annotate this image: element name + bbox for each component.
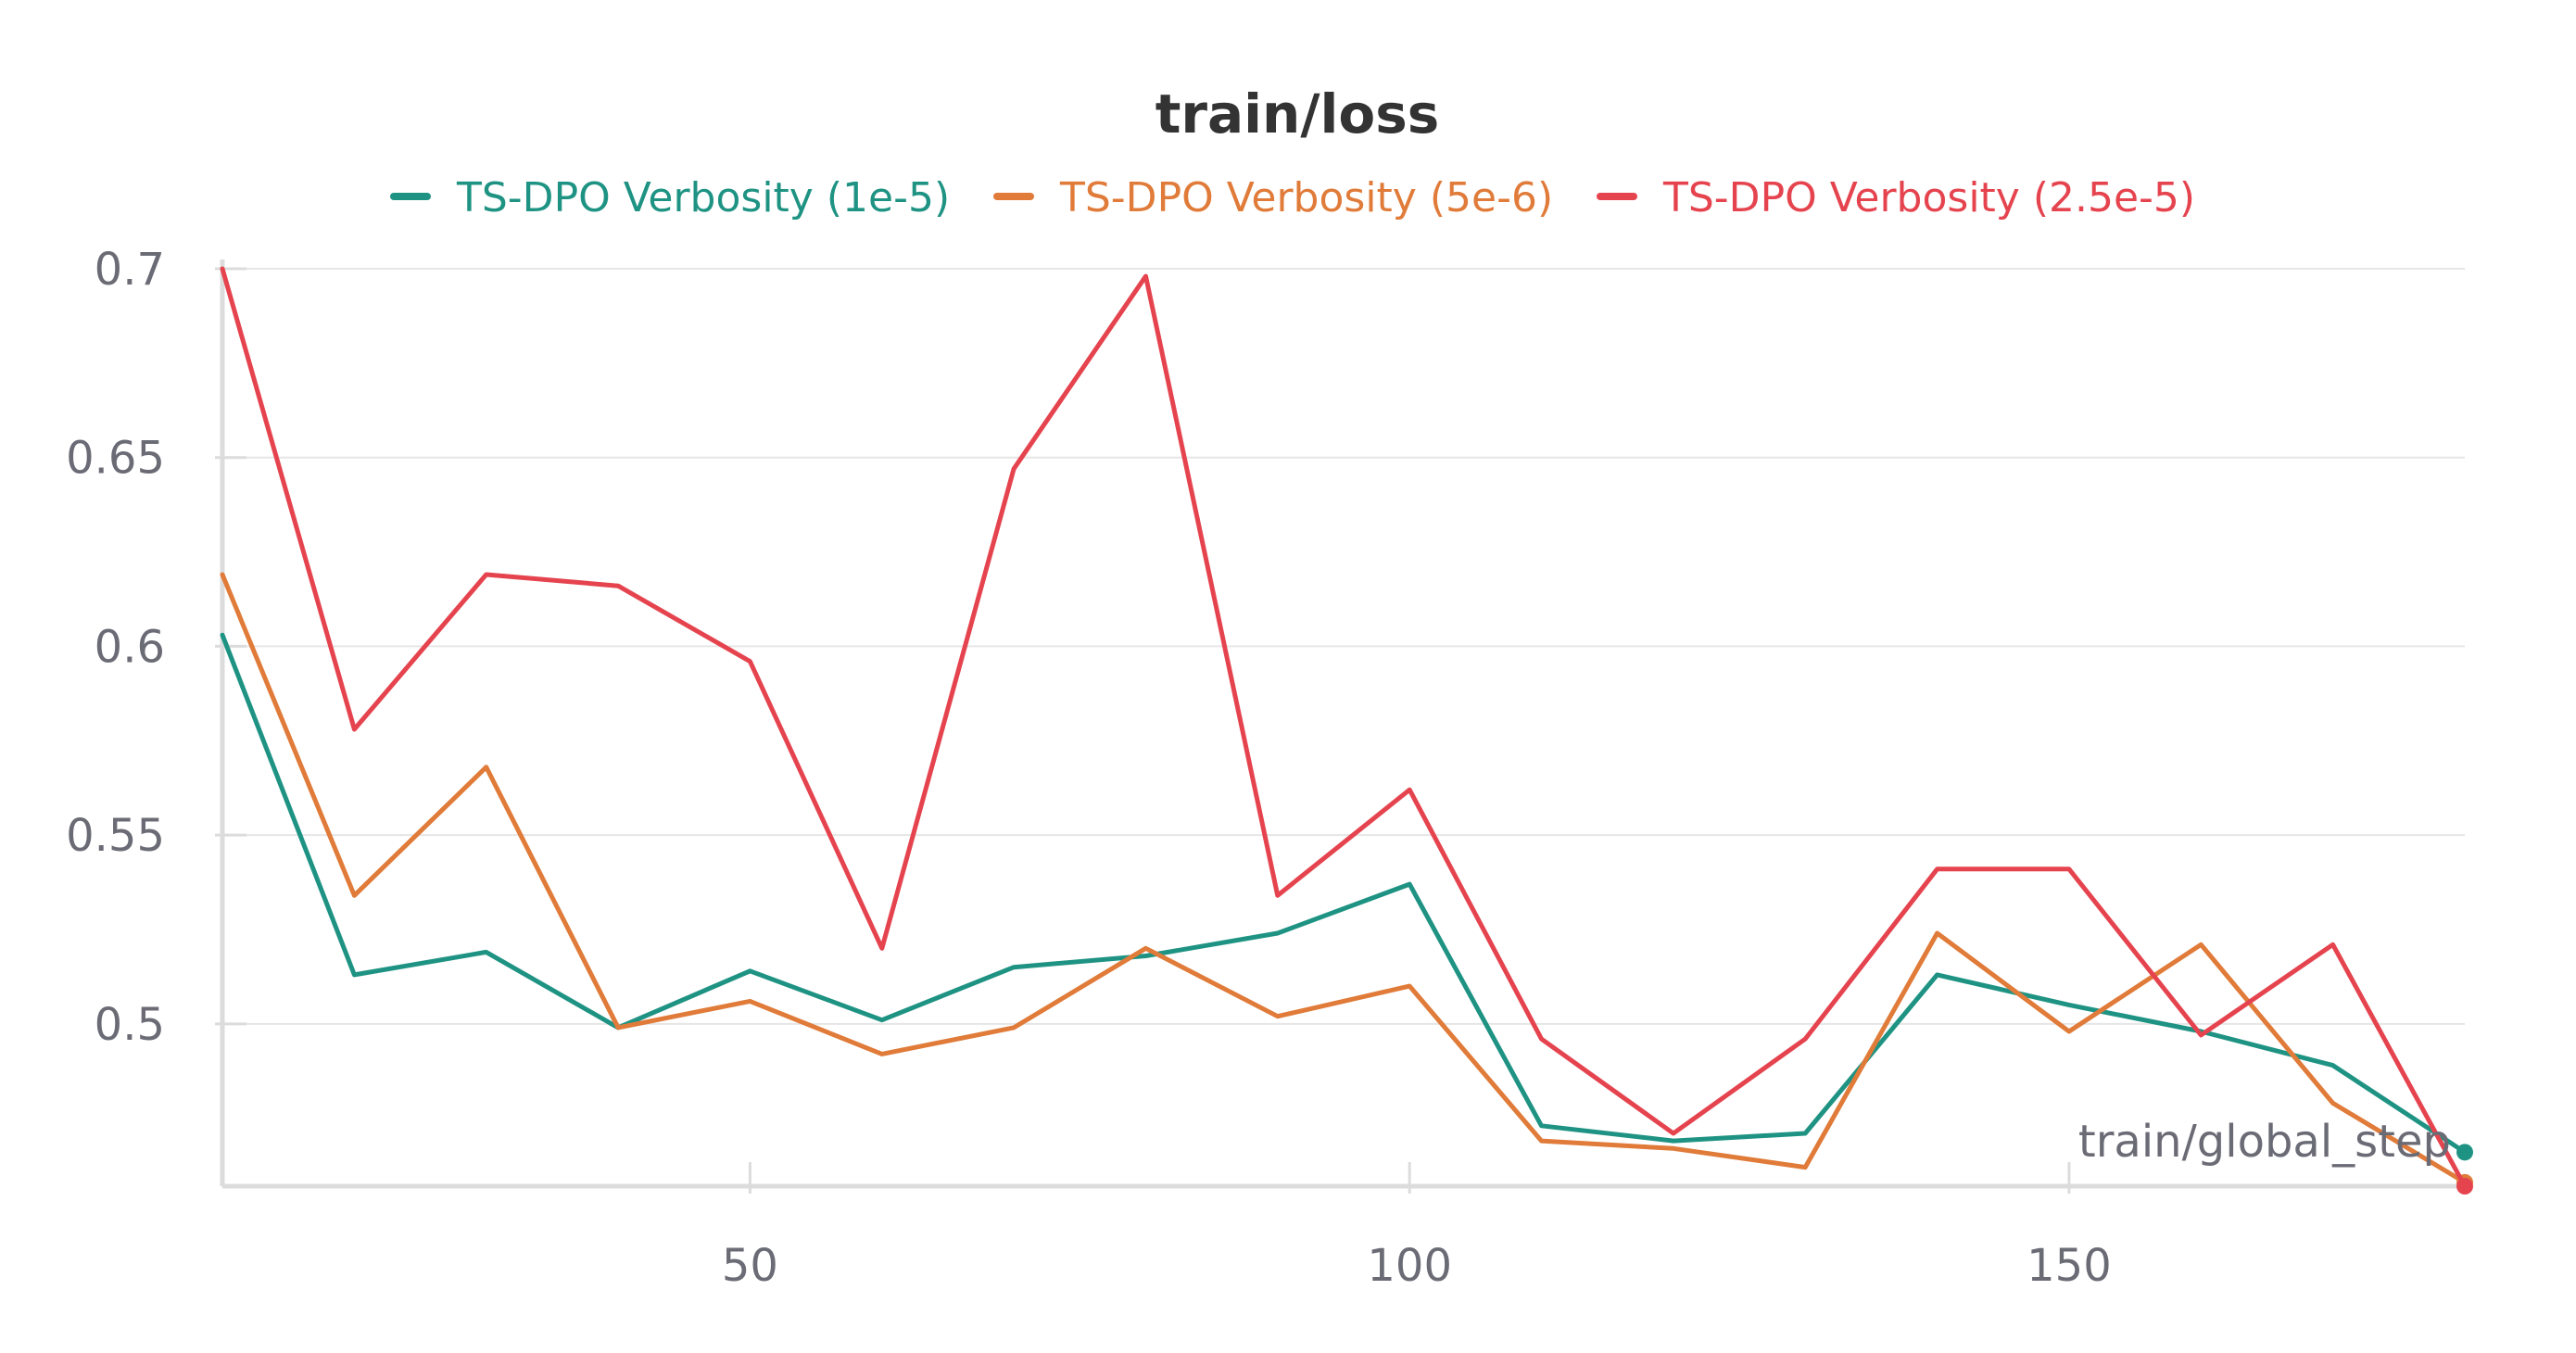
legend-label-3: TS-DPO Verbosity (2.5e-5): [1662, 174, 2195, 221]
legend-label-1: TS-DPO Verbosity (1e-5): [456, 174, 950, 221]
chart-title: train/loss: [1155, 82, 1440, 145]
series-end-point-1: [2456, 1144, 2473, 1161]
legend-label-2: TS-DPO Verbosity (5e-6): [1059, 174, 1553, 221]
x-tick-label: 50: [722, 1240, 778, 1292]
x-axis-label: train/global_step: [2078, 1116, 2451, 1168]
series-line-1: [220, 632, 2468, 1155]
axes: 0.5 0.55 0.6 0.65 0.7 50 100 150: [66, 244, 2465, 1292]
x-tick-label: 100: [1367, 1240, 1452, 1292]
y-tick-label: 0.55: [66, 810, 165, 862]
series-line-2: [220, 572, 2468, 1185]
y-tick-label: 0.65: [66, 433, 165, 485]
legend: TS-DPO Verbosity (1e-5) TS-DPO Verbosity …: [390, 174, 2195, 221]
y-tick-label: 0.6: [95, 621, 165, 673]
series-layer: [220, 266, 2473, 1195]
series-end-point-3: [2456, 1178, 2473, 1195]
x-tick-label: 150: [2027, 1240, 2112, 1292]
grid-lines: [222, 268, 2465, 1025]
y-tick-label: 0.5: [95, 999, 165, 1051]
y-tick-label: 0.7: [95, 244, 165, 296]
series-line-3: [220, 266, 2468, 1189]
